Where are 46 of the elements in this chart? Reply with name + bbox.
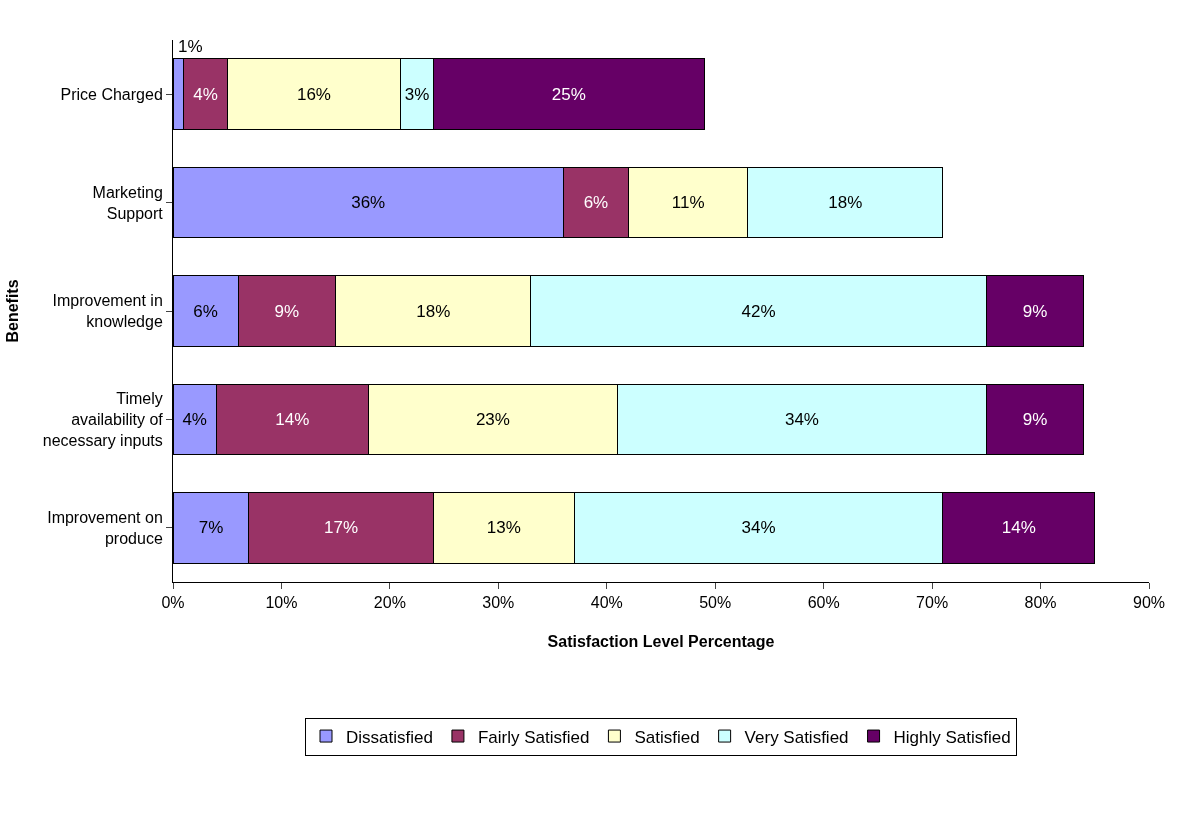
y-tick-label: Price Charged — [60, 85, 163, 103]
y-tick-label: Improvement in knowledge — [52, 292, 163, 330]
legend-label: Satisfied — [634, 727, 700, 747]
data-label: 3% — [404, 84, 430, 104]
data-label: 1% — [178, 37, 203, 56]
data-label: 6% — [193, 301, 218, 321]
data-label: 4% — [193, 84, 218, 104]
legend-label: Dissatisfied — [346, 727, 433, 747]
x-tick-label: 10% — [265, 594, 298, 612]
x-tick-label: 40% — [590, 594, 623, 612]
data-label: 42% — [741, 301, 776, 321]
data-label: 6% — [583, 193, 609, 213]
x-tick-label: 70% — [916, 594, 949, 612]
x-axis-title: Satisfaction Level Percentage — [547, 632, 775, 650]
data-label: 18% — [828, 193, 863, 213]
data-label: 9% — [1022, 409, 1048, 429]
legend-label: Very Satisfied — [744, 727, 849, 747]
data-label: 4% — [182, 409, 207, 429]
y-tick-label: Timely availability of necessary inputs — [42, 390, 164, 449]
x-tick-label: 80% — [1024, 594, 1057, 612]
data-label: 7% — [198, 518, 224, 538]
data-label: 34% — [784, 409, 819, 429]
data-label: 14% — [1001, 518, 1036, 538]
data-label: 25% — [551, 84, 586, 104]
data-label: 23% — [475, 409, 510, 429]
legend-label: Highly Satisfied — [893, 727, 1011, 747]
data-label: 9% — [274, 301, 300, 321]
data-label: 16% — [296, 84, 331, 104]
x-tick-label: 20% — [373, 594, 406, 612]
data-label: 17% — [324, 518, 359, 538]
y-axis-title: Benefits — [3, 279, 21, 343]
y-tick-label: Improvement on produce — [47, 509, 163, 547]
legend-label: Fairly Satisfied — [477, 727, 590, 747]
x-tick-label: 30% — [482, 594, 515, 612]
y-tick-label: Marketing Support — [92, 183, 164, 222]
x-tick-label: 90% — [1132, 594, 1166, 612]
data-label: 18% — [416, 301, 451, 321]
x-tick-label: 50% — [699, 594, 732, 612]
data-label: 13% — [486, 518, 521, 538]
data-label: 14% — [275, 409, 310, 429]
data-label: 36% — [351, 193, 386, 213]
data-label: 11% — [671, 193, 705, 213]
x-tick-label: 60% — [807, 594, 840, 612]
data-label: 34% — [741, 518, 776, 538]
x-tick-label: 0% — [161, 594, 185, 612]
data-label: 9% — [1022, 301, 1048, 321]
